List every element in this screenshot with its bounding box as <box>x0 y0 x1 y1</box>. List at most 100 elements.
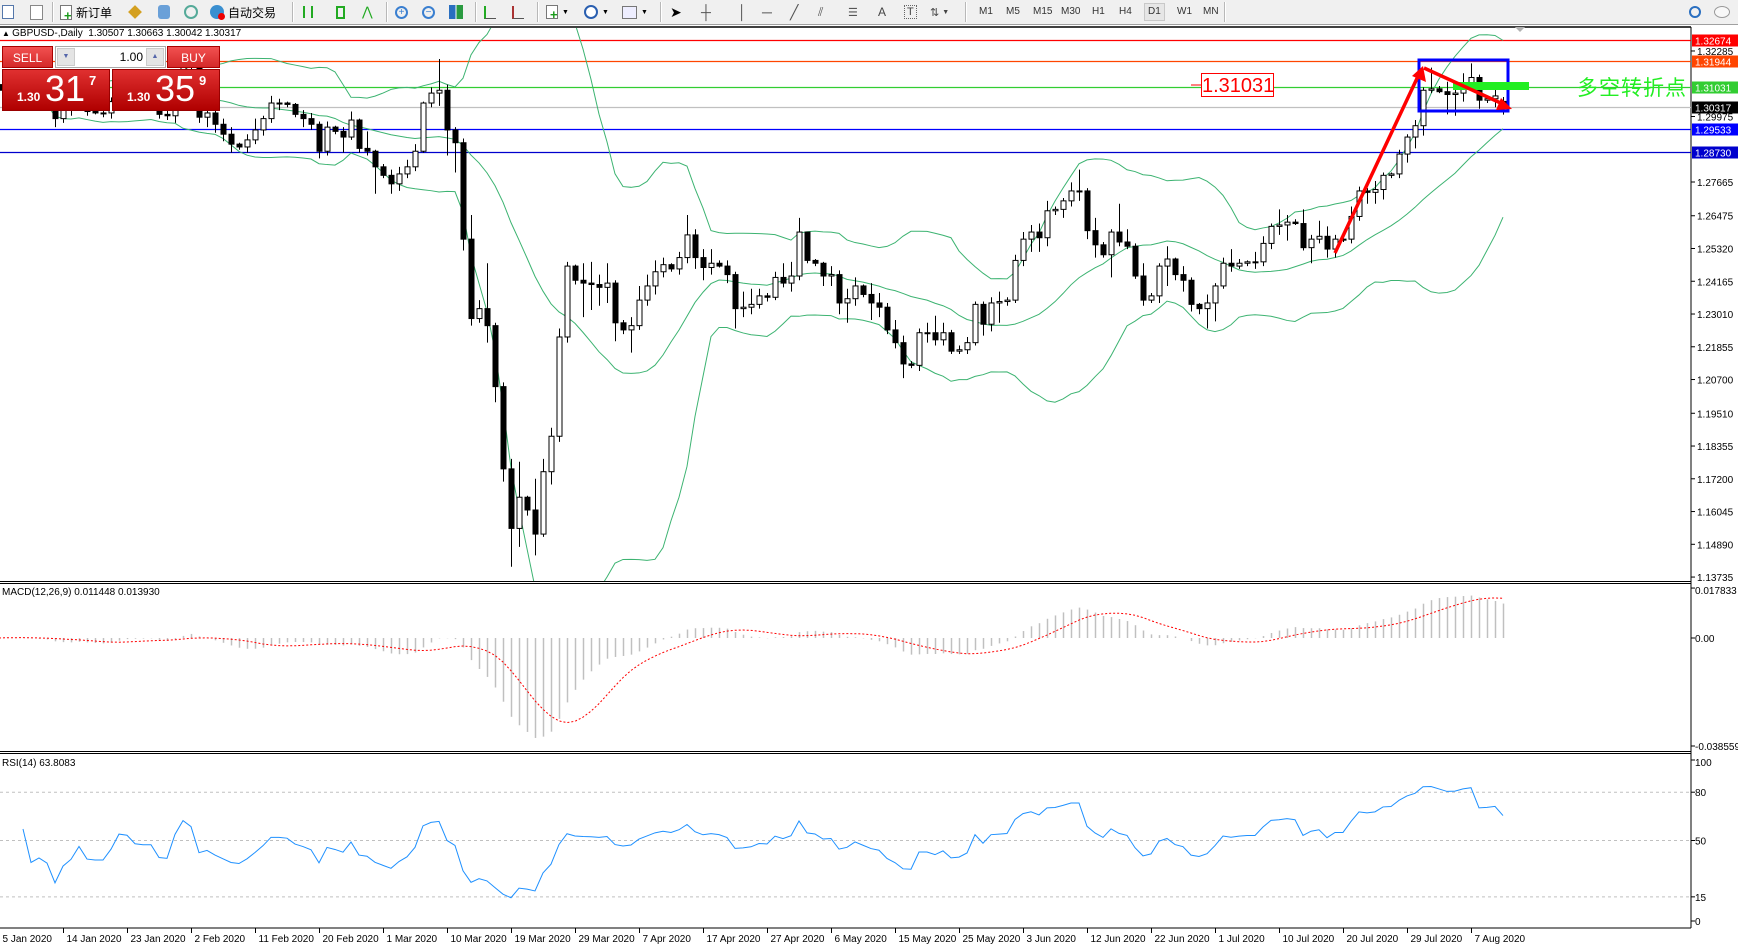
candle-bearish[interactable] <box>308 118 315 125</box>
candle-bearish[interactable] <box>1132 245 1139 277</box>
candle-bearish[interactable] <box>1092 230 1099 246</box>
candle-bearish[interactable] <box>580 279 587 284</box>
candle-bullish[interactable] <box>556 336 563 437</box>
candle-bullish[interactable] <box>548 435 555 473</box>
candle-bullish[interactable] <box>1428 88 1435 91</box>
candle-bullish[interactable] <box>1388 173 1395 176</box>
candle-bullish[interactable] <box>828 274 835 277</box>
new-order-button[interactable]: + 新订单 <box>60 3 112 22</box>
candle-bearish[interactable] <box>820 262 827 277</box>
candle-bullish[interactable] <box>1372 189 1379 193</box>
candle-bullish[interactable] <box>420 102 427 152</box>
candle-bullish[interactable] <box>940 332 947 341</box>
candle-bullish[interactable] <box>1220 262 1227 287</box>
candle-bearish[interactable] <box>500 386 507 470</box>
candle-bullish[interactable] <box>428 92 435 104</box>
candle-bullish[interactable] <box>756 295 763 305</box>
candle-bearish[interactable] <box>1100 244 1107 256</box>
candle-bullish[interactable] <box>708 262 715 269</box>
candle-bearish[interactable] <box>388 174 395 185</box>
candle-bearish[interactable] <box>1196 303 1203 310</box>
candle-bullish[interactable] <box>1156 265 1163 297</box>
candle-bullish[interactable] <box>396 173 403 185</box>
candle-bullish[interactable] <box>1028 231 1035 240</box>
pivot-level-bar[interactable] <box>1453 82 1529 90</box>
candle-bullish[interactable] <box>100 112 107 115</box>
candle-bullish[interactable] <box>1044 210 1051 239</box>
candle-bearish[interactable] <box>612 282 619 324</box>
arrows-menu-button[interactable]: ⇅ ▼ <box>930 3 949 21</box>
candle-bearish[interactable] <box>228 133 235 145</box>
candle-bearish[interactable] <box>1188 279 1195 305</box>
lot-decrease-button[interactable]: ▼ <box>57 48 75 66</box>
candle-bullish[interactable] <box>1268 225 1275 244</box>
candle-bullish[interactable] <box>204 112 211 118</box>
candle-bearish[interactable] <box>764 295 771 298</box>
candle-bullish[interactable] <box>1004 299 1011 303</box>
candle-bullish[interactable] <box>1452 92 1459 96</box>
candle-bullish[interactable] <box>772 276 779 298</box>
candle-bullish[interactable] <box>1308 238 1315 249</box>
candle-bearish[interactable] <box>892 329 899 344</box>
candle-bullish[interactable] <box>348 119 355 138</box>
candle-bullish[interactable] <box>996 301 1003 304</box>
candle-bearish[interactable] <box>812 259 819 264</box>
candle-bullish[interactable] <box>1412 125 1419 138</box>
candle-bullish[interactable] <box>1260 242 1267 263</box>
signals-button[interactable] <box>184 3 198 21</box>
candle-bearish[interactable] <box>380 166 387 176</box>
candle-bullish[interactable] <box>916 332 923 366</box>
text-label-tool[interactable]: T <box>904 3 917 21</box>
candle-bullish[interactable] <box>988 302 995 325</box>
candle-bearish[interactable] <box>1140 275 1147 301</box>
candle-bearish[interactable] <box>212 112 219 125</box>
candle-bearish[interactable] <box>804 231 811 261</box>
trendline-tool[interactable]: ╱ <box>790 3 798 21</box>
candle-bullish[interactable] <box>516 496 523 529</box>
vertical-line-tool[interactable]: │ <box>738 3 747 21</box>
candle-bearish[interactable] <box>484 308 491 327</box>
candle-bullish[interactable] <box>740 306 747 310</box>
market-watch-button[interactable] <box>2 3 14 21</box>
candle-bearish[interactable] <box>444 89 451 131</box>
sell-price-button[interactable]: 1.30 31 7 <box>2 68 110 111</box>
pivot-point-text[interactable]: 多空转折点 <box>1577 76 1687 100</box>
candle-bullish[interactable] <box>604 282 611 288</box>
candle-bullish[interactable] <box>972 303 979 344</box>
candle-bearish[interactable] <box>1172 258 1179 276</box>
candle-bullish[interactable] <box>540 471 547 535</box>
timeframe-m15[interactable]: M15 <box>1033 6 1053 17</box>
candle-bullish[interactable] <box>796 231 803 277</box>
candle-bullish[interactable] <box>1068 190 1075 202</box>
timeframe-d1[interactable]: D1 <box>1144 3 1165 21</box>
candle-bullish[interactable] <box>564 265 571 338</box>
candle-bearish[interactable] <box>468 238 475 320</box>
candle-bearish[interactable] <box>948 332 955 352</box>
candle-bearish[interactable] <box>588 282 595 286</box>
candle-bearish[interactable] <box>1180 274 1187 281</box>
candle-bearish[interactable] <box>340 130 347 138</box>
candle-bullish[interactable] <box>1204 302 1211 310</box>
candle-bullish[interactable] <box>1380 174 1387 191</box>
candle-bullish[interactable] <box>1236 262 1243 267</box>
candle-bullish[interactable] <box>1012 259 1019 301</box>
candle-bearish[interactable] <box>1124 241 1131 247</box>
candle-bearish[interactable] <box>372 150 379 168</box>
candle-bearish[interactable] <box>860 285 867 295</box>
candle-bullish[interactable] <box>1420 89 1427 127</box>
zoom-out-button[interactable]: − <box>422 3 435 21</box>
chart-shift-marker[interactable] <box>1515 27 1525 32</box>
candle-bullish[interactable] <box>652 271 659 287</box>
candle-bearish[interactable] <box>284 102 291 105</box>
chart-shift-button[interactable] <box>484 3 496 21</box>
candle-bullish[interactable] <box>412 150 419 168</box>
candle-bullish[interactable] <box>1148 295 1155 301</box>
candle-bullish[interactable] <box>1244 261 1251 264</box>
timeframe-m30[interactable]: M30 <box>1061 6 1081 17</box>
periods-menu-button[interactable]: ▼ <box>584 3 609 21</box>
candle-bearish[interactable] <box>164 113 171 117</box>
community-button[interactable] <box>1714 3 1730 21</box>
candle-bullish[interactable] <box>1164 258 1171 267</box>
candle-bullish[interactable] <box>1076 190 1083 193</box>
